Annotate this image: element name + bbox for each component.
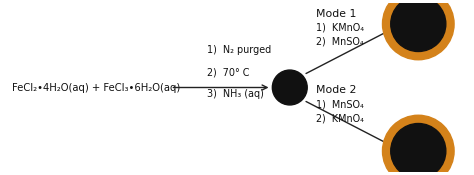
Text: 1)  N₂ purged: 1) N₂ purged <box>207 45 272 55</box>
Text: Mode 1: Mode 1 <box>316 9 356 19</box>
Circle shape <box>383 0 454 60</box>
Text: Mode 2: Mode 2 <box>316 85 356 95</box>
Text: 1)  MnSO₄: 1) MnSO₄ <box>316 99 364 109</box>
Circle shape <box>391 0 446 51</box>
Text: 2)  MnSO₄: 2) MnSO₄ <box>316 37 364 47</box>
Text: 2)  70° C: 2) 70° C <box>207 67 250 77</box>
Circle shape <box>383 115 454 175</box>
Text: 2)  KMnO₄: 2) KMnO₄ <box>316 113 364 123</box>
Text: 1)  KMnO₄: 1) KMnO₄ <box>316 23 364 33</box>
Circle shape <box>391 124 446 175</box>
Text: FeCl₂•4H₂O(aq) + FeCl₃•6H₂O(aq): FeCl₂•4H₂O(aq) + FeCl₃•6H₂O(aq) <box>12 82 181 93</box>
Text: 3)  NH₃ (aq): 3) NH₃ (aq) <box>207 89 264 99</box>
Circle shape <box>273 70 307 105</box>
